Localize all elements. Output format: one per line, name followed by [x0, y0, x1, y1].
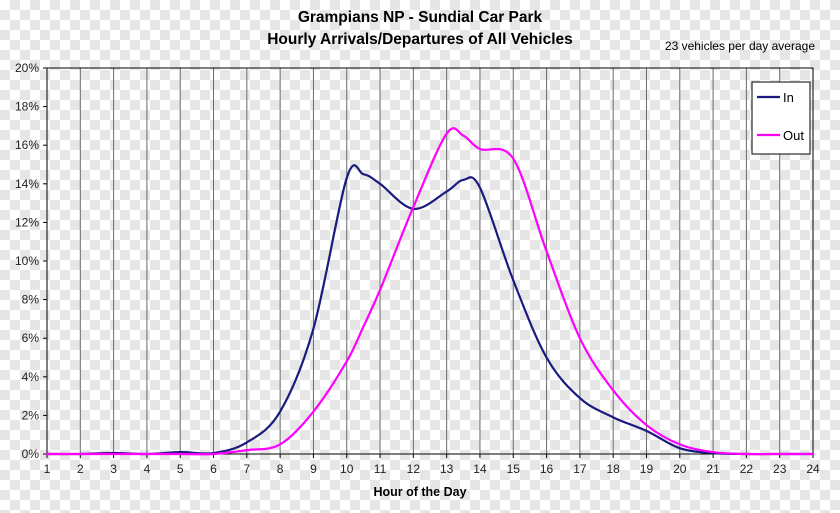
x-tick-label: 2 — [77, 462, 84, 476]
x-tick-label: 12 — [407, 462, 421, 476]
y-tick-label: 12% — [15, 215, 39, 229]
x-tick-label: 4 — [144, 462, 151, 476]
x-tick-label: 10 — [340, 462, 354, 476]
y-tick-label: 2% — [22, 408, 40, 422]
x-tick-label: 19 — [640, 462, 654, 476]
chart-annotation: 23 vehicles per day average — [664, 39, 815, 53]
y-tick-label: 18% — [15, 100, 39, 114]
x-tick-label: 8 — [277, 462, 284, 476]
y-tick-label: 4% — [22, 370, 40, 384]
legend — [751, 81, 811, 155]
x-tick-label: 16 — [540, 462, 554, 476]
x-tick-label: 11 — [374, 462, 387, 476]
y-tick-label: 20% — [15, 61, 39, 75]
y-tick-label: 10% — [15, 254, 39, 268]
x-tick-label: 3 — [110, 462, 117, 476]
x-tick-label: 9 — [310, 462, 317, 476]
y-tick-label: 14% — [15, 177, 39, 191]
x-tick-label: 18 — [606, 462, 620, 476]
legend-label-in: In — [783, 90, 794, 105]
x-tick-label: 23 — [773, 462, 787, 476]
x-tick-label: 17 — [573, 462, 587, 476]
chart-title: Grampians NP - Sundial Car Park — [297, 9, 543, 26]
x-axis-label: Hour of the Day — [373, 485, 467, 499]
x-tick-label: 15 — [507, 462, 521, 476]
x-tick-label: 24 — [806, 462, 820, 476]
plot-area — [46, 67, 814, 455]
x-tick-label: 7 — [243, 462, 250, 476]
series-line-in — [45, 164, 815, 456]
x-tick-label: 14 — [473, 462, 487, 476]
series-line-out — [45, 127, 815, 456]
x-tick-label: 20 — [673, 462, 687, 476]
y-tick-label: 8% — [22, 293, 40, 307]
x-tick-label: 13 — [440, 462, 454, 476]
x-tick-label: 1 — [44, 462, 51, 476]
y-tick-label: 0% — [22, 447, 40, 461]
y-tick-label: 6% — [22, 331, 40, 345]
x-tick-label: 6 — [210, 462, 217, 476]
legend-label-out: Out — [783, 128, 804, 143]
chart-subtitle: Hourly Arrivals/Departures of All Vehicl… — [267, 31, 573, 48]
x-tick-label: 5 — [177, 462, 184, 476]
x-tick-label: 22 — [740, 462, 754, 476]
x-tick-label: 21 — [706, 462, 720, 476]
y-tick-label: 16% — [15, 138, 39, 152]
